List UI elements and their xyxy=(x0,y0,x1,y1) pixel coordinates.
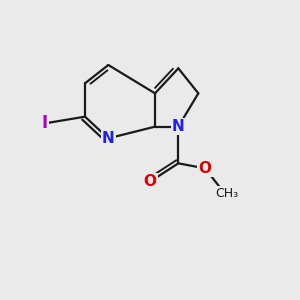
Text: O: O xyxy=(143,174,157,189)
Text: N: N xyxy=(172,119,185,134)
Text: N: N xyxy=(102,131,115,146)
Text: CH₃: CH₃ xyxy=(215,187,238,200)
Text: O: O xyxy=(199,161,212,176)
Text: I: I xyxy=(42,114,48,132)
